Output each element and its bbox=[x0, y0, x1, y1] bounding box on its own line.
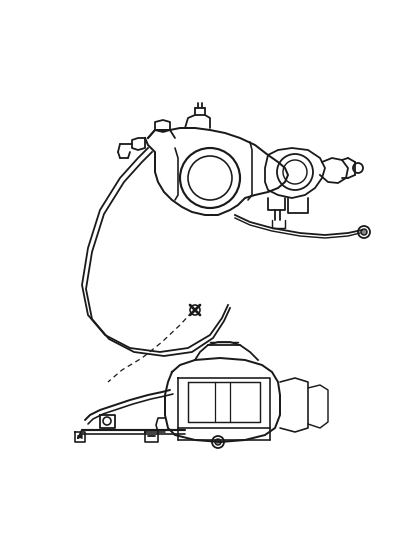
Circle shape bbox=[215, 439, 221, 445]
Circle shape bbox=[361, 229, 367, 235]
